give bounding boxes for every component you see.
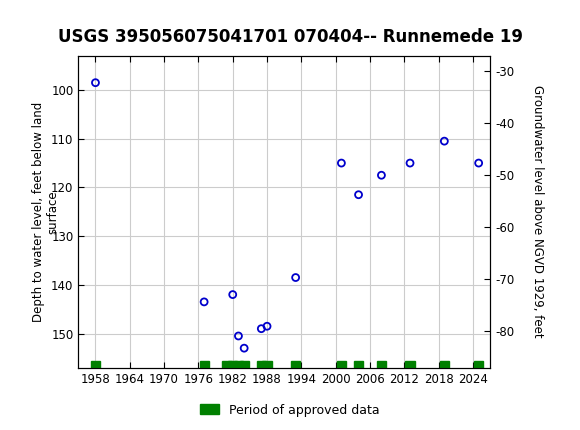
Point: [234, 332, 243, 339]
Y-axis label: Depth to water level, feet below land
surface: Depth to water level, feet below land su…: [31, 101, 60, 322]
Y-axis label: Groundwater level above NGVD 1929, feet: Groundwater level above NGVD 1929, feet: [531, 86, 544, 338]
Bar: [263, 361, 271, 368]
Point: [240, 345, 249, 352]
Point: [354, 191, 363, 198]
Point: [228, 291, 237, 298]
Point: [91, 79, 100, 86]
Bar: [474, 361, 483, 368]
Bar: [222, 361, 231, 368]
Point: [474, 160, 483, 166]
Bar: [240, 361, 249, 368]
Point: [200, 298, 209, 305]
Bar: [354, 361, 363, 368]
Bar: [228, 361, 237, 368]
Point: [377, 172, 386, 179]
Legend: Period of approved data: Period of approved data: [195, 399, 385, 421]
Bar: [234, 361, 243, 368]
Point: [405, 160, 415, 166]
Point: [262, 323, 271, 330]
Bar: [200, 361, 209, 368]
Text: ≡: ≡: [9, 13, 30, 37]
Bar: [405, 361, 415, 368]
Text: USGS 395056075041701 070404-- Runnemede 19: USGS 395056075041701 070404-- Runnemede …: [57, 28, 523, 46]
Point: [337, 160, 346, 166]
Bar: [291, 361, 300, 368]
Bar: [337, 361, 346, 368]
Bar: [91, 361, 100, 368]
Bar: [257, 361, 266, 368]
Point: [257, 325, 266, 332]
Point: [291, 274, 300, 281]
Text: USGS: USGS: [38, 15, 97, 34]
Bar: [440, 361, 449, 368]
Point: [440, 138, 449, 144]
Bar: [377, 361, 386, 368]
